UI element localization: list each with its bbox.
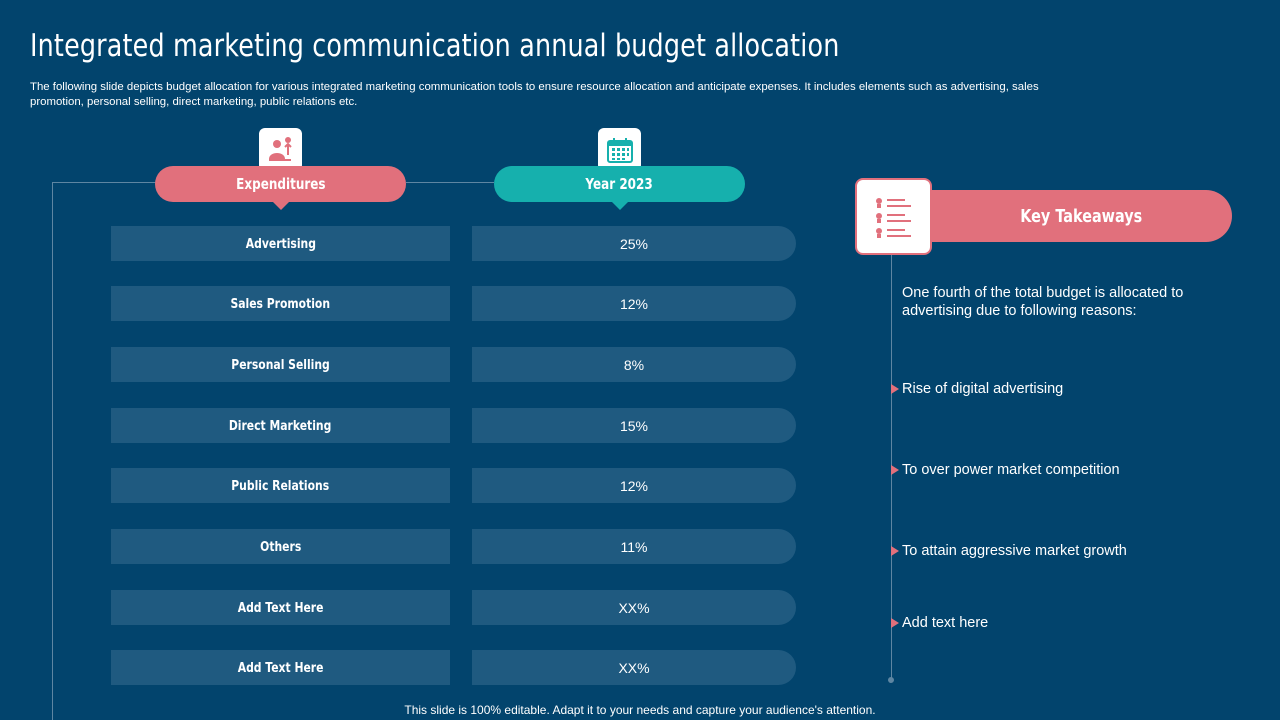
row-label-text: Add Text Here [237,599,324,616]
timeline-end-dot [888,677,894,683]
table-row-label: Others [111,529,450,564]
expenditures-icon-box [259,128,302,171]
table-row-label: Public Relations [111,468,450,503]
expenditures-header: Expenditures [155,166,406,210]
header-pointer [610,201,629,210]
table-row-value: 12% [472,468,796,503]
table-row-value: XX% [472,590,796,625]
row-label-text: Sales Promotion [230,295,331,312]
footer-note: This slide is 100% editable. Adapt it to… [404,703,876,717]
bullet-arrow-icon [891,384,899,394]
slide-title: Integrated marketing communication annua… [30,28,840,64]
header-connector [406,182,494,183]
slide-subtitle: The following slide depicts budget alloc… [30,81,1039,108]
row-label-text: Direct Marketing [229,417,332,434]
header-pointer [271,201,290,210]
table-row-value: 11% [472,529,796,564]
bullet-arrow-icon [891,465,899,475]
left-bracket-horizontal [52,182,156,183]
table-row-value: XX% [472,650,796,685]
left-bracket-vertical [52,182,53,720]
calendar-icon [606,137,633,163]
takeaways-intro: One fourth of the total budget is alloca… [902,285,1184,319]
table-row-label: Add Text Here [111,650,450,685]
key-takeaways-header: Key Takeaways [880,190,1232,242]
takeaway-point: Add text here [902,615,989,631]
bullet-arrow-icon [891,546,899,556]
table-row-value: 15% [472,408,796,443]
table-row-label: Sales Promotion [111,286,450,321]
bullet-arrow-icon [891,618,899,628]
table-row-label: Add Text Here [111,590,450,625]
table-row-label: Advertising [111,226,450,261]
person-money-icon [268,136,292,161]
table-row-label: Direct Marketing [111,408,450,443]
checklist-icon [875,197,911,238]
table-row-value: 8% [472,347,796,382]
key-takeaways-title: Key Takeaways [1020,205,1142,227]
table-row-value: 25% [472,226,796,261]
row-label-text: Personal Selling [231,356,330,373]
key-takeaways-icon-box [855,178,932,255]
year-icon-box [598,128,641,171]
year-header-label: Year 2023 [585,175,654,193]
row-label-text: Others [259,538,302,555]
takeaway-point: To attain aggressive market growth [902,543,1127,559]
year-header: Year 2023 [494,166,745,210]
expenditures-header-label: Expenditures [235,175,326,193]
table-row-value: 12% [472,286,796,321]
row-label-text: Public Relations [231,477,330,494]
row-label-text: Add Text Here [237,659,324,676]
takeaway-point: To over power market competition [902,462,1120,478]
row-label-text: Advertising [245,235,316,252]
takeaway-point: Rise of digital advertising [902,381,1064,397]
table-row-label: Personal Selling [111,347,450,382]
